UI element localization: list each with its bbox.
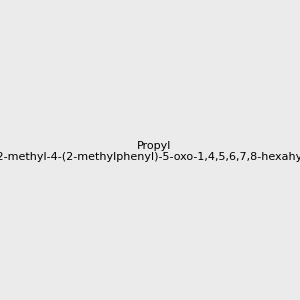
Text: Propyl 7-(3,4-dimethoxyphenyl)-2-methyl-4-(2-methylphenyl)-5-oxo-1,4,5,6,7,8-hex: Propyl 7-(3,4-dimethoxyphenyl)-2-methyl-… xyxy=(0,141,300,162)
